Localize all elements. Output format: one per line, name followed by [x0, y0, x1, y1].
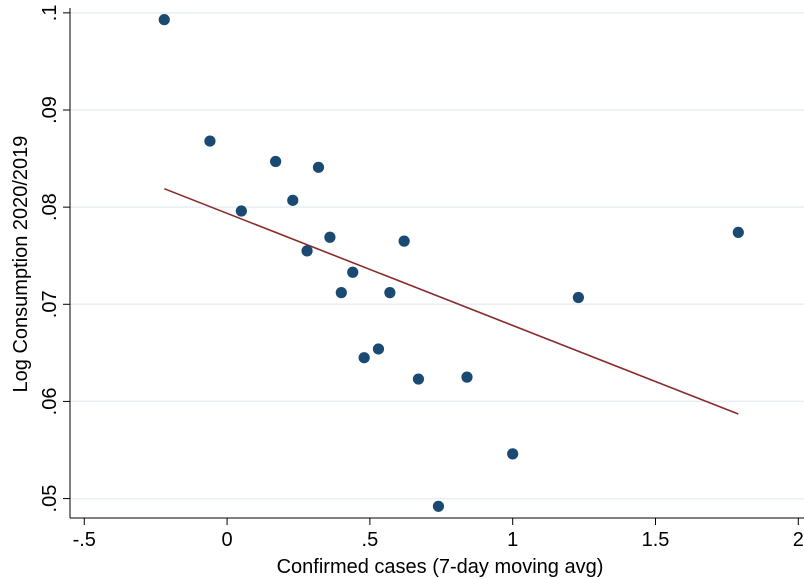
y-tick-labels: .05 .06 .07 .08 .09 .1 — [39, 5, 61, 513]
data-point — [358, 352, 370, 364]
data-point — [335, 287, 347, 299]
data-point — [270, 155, 282, 168]
x-tick-labels: -.5 0 .5 1 1.5 2 — [73, 529, 804, 551]
x-axis-title: Confirmed cases (7-day moving avg) — [277, 556, 604, 578]
y-tick-label: .1 — [39, 5, 61, 22]
data-point — [461, 371, 473, 383]
y-axis-title: Log Consumption 2020/2019 — [10, 136, 32, 393]
x-tick-label: 1.5 — [642, 529, 670, 551]
data-points — [158, 14, 744, 512]
axes — [63, 8, 804, 525]
data-point — [507, 448, 519, 460]
data-point — [158, 14, 170, 26]
fit-line — [163, 187, 739, 415]
y-tick-label: .07 — [39, 290, 61, 318]
gridlines — [70, 12, 804, 500]
data-point — [398, 235, 410, 247]
data-point — [412, 373, 425, 385]
data-point — [384, 287, 396, 299]
x-tick-label: 0 — [222, 529, 233, 551]
y-tick-label: .08 — [39, 193, 61, 221]
data-point — [572, 291, 584, 304]
x-tick-label: 2 — [793, 529, 804, 551]
x-tick-label: -.5 — [73, 529, 96, 551]
fit-line-group — [163, 187, 739, 415]
y-tick-label: .05 — [39, 485, 61, 513]
data-point — [312, 161, 325, 173]
x-tick-label: 1 — [507, 529, 518, 551]
data-point — [732, 226, 744, 238]
data-point — [204, 135, 216, 147]
data-point — [372, 343, 385, 355]
data-point — [347, 266, 359, 278]
data-point — [324, 231, 336, 243]
y-tick-label: .06 — [39, 388, 61, 416]
data-point — [432, 500, 445, 512]
data-point — [287, 194, 299, 206]
y-tick-label: .09 — [39, 96, 61, 124]
data-point — [235, 205, 247, 217]
x-tick-label: .5 — [362, 529, 379, 551]
data-point — [301, 245, 313, 257]
